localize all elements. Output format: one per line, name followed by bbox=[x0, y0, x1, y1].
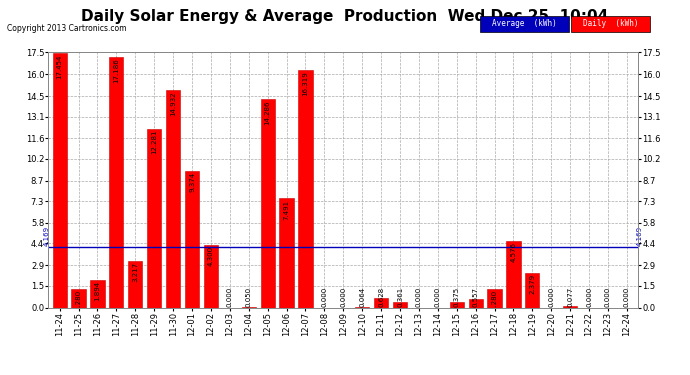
Text: 1.894: 1.894 bbox=[95, 281, 101, 301]
Text: Daily  (kWh): Daily (kWh) bbox=[582, 19, 638, 28]
Text: 0.557: 0.557 bbox=[473, 287, 479, 307]
Bar bbox=[185, 171, 199, 308]
Bar bbox=[469, 299, 483, 307]
Text: Daily Solar Energy & Average  Production  Wed Dec 25  10:04: Daily Solar Energy & Average Production … bbox=[81, 9, 609, 24]
Text: Average  (kWh): Average (kWh) bbox=[492, 19, 557, 28]
Text: 2.379: 2.379 bbox=[529, 274, 535, 294]
Text: 0.000: 0.000 bbox=[416, 286, 422, 307]
Bar bbox=[279, 198, 294, 308]
Text: 1.280: 1.280 bbox=[491, 290, 497, 310]
Bar bbox=[450, 302, 464, 307]
Bar bbox=[109, 57, 124, 308]
Text: 0.000: 0.000 bbox=[340, 286, 346, 307]
Bar bbox=[52, 53, 67, 307]
Text: 14.932: 14.932 bbox=[170, 91, 176, 116]
Text: 0.000: 0.000 bbox=[435, 286, 441, 307]
Text: 0.361: 0.361 bbox=[397, 286, 403, 307]
Text: 0.000: 0.000 bbox=[227, 286, 233, 307]
Text: 0.000: 0.000 bbox=[624, 286, 630, 307]
Text: 4.300: 4.300 bbox=[208, 246, 214, 266]
Bar bbox=[525, 273, 540, 308]
Bar bbox=[147, 129, 161, 308]
Bar bbox=[487, 289, 502, 308]
Text: 1.280: 1.280 bbox=[75, 290, 81, 310]
Bar bbox=[128, 261, 142, 308]
Text: 0.077: 0.077 bbox=[567, 286, 573, 307]
Text: 0.000: 0.000 bbox=[549, 286, 554, 307]
Text: 4.576: 4.576 bbox=[511, 242, 516, 262]
Text: 14.286: 14.286 bbox=[265, 100, 270, 125]
Text: 0.064: 0.064 bbox=[359, 286, 365, 307]
Bar bbox=[204, 245, 218, 308]
Text: 4.169: 4.169 bbox=[637, 225, 643, 246]
Bar bbox=[506, 241, 520, 308]
Bar bbox=[166, 90, 180, 308]
Bar bbox=[563, 306, 578, 308]
Text: 16.319: 16.319 bbox=[302, 71, 308, 96]
Text: 17.454: 17.454 bbox=[57, 54, 63, 79]
Text: 4.169: 4.169 bbox=[43, 225, 50, 246]
Bar bbox=[393, 302, 407, 307]
Text: 3.217: 3.217 bbox=[132, 262, 138, 282]
Text: 0.000: 0.000 bbox=[605, 286, 611, 307]
Text: 0.000: 0.000 bbox=[322, 286, 327, 307]
Text: 17.186: 17.186 bbox=[113, 58, 119, 83]
Text: 0.628: 0.628 bbox=[378, 286, 384, 307]
Bar bbox=[261, 99, 275, 308]
Text: 0.050: 0.050 bbox=[246, 286, 252, 307]
Bar bbox=[90, 280, 105, 308]
Text: 9.374: 9.374 bbox=[189, 172, 195, 192]
Bar bbox=[355, 307, 369, 308]
Bar bbox=[298, 70, 313, 308]
Text: 7.491: 7.491 bbox=[284, 200, 290, 220]
Text: 0.000: 0.000 bbox=[586, 286, 592, 307]
Bar bbox=[374, 298, 388, 307]
Text: 12.281: 12.281 bbox=[151, 130, 157, 154]
Text: 0.375: 0.375 bbox=[454, 286, 460, 307]
Text: Copyright 2013 Cartronics.com: Copyright 2013 Cartronics.com bbox=[7, 24, 126, 33]
Bar bbox=[241, 307, 256, 308]
Bar bbox=[72, 289, 86, 308]
